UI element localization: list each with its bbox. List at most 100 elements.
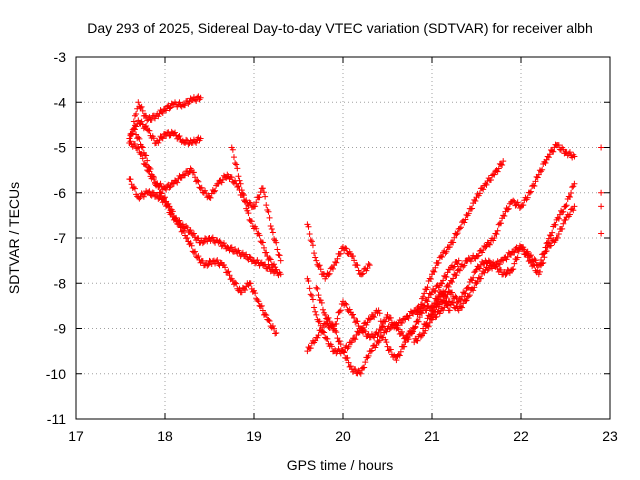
marker (539, 260, 546, 267)
marker (542, 248, 549, 255)
marker (443, 273, 450, 280)
marker (133, 111, 140, 118)
marker (462, 298, 469, 305)
data-point (455, 307, 462, 314)
marker (520, 246, 527, 253)
marker (552, 221, 559, 228)
data-point (437, 253, 444, 260)
marker (146, 127, 153, 134)
marker (511, 249, 518, 256)
marker (502, 271, 509, 278)
marker (208, 260, 215, 267)
marker (160, 195, 167, 202)
marker (450, 300, 457, 307)
marker (342, 300, 349, 307)
marker (421, 290, 428, 297)
marker (490, 237, 497, 244)
marker (350, 253, 357, 260)
marker (273, 239, 280, 246)
data-point (135, 117, 142, 124)
marker (395, 326, 402, 333)
marker (430, 268, 437, 275)
data-point (455, 257, 462, 264)
marker (530, 182, 537, 189)
marker (266, 318, 273, 325)
marker (451, 263, 458, 270)
marker (214, 257, 221, 264)
series-track-a (126, 93, 204, 146)
marker (440, 297, 447, 304)
data-point (273, 330, 280, 337)
marker (185, 141, 192, 148)
marker (472, 268, 479, 275)
marker (396, 352, 403, 359)
data-point (500, 212, 507, 219)
marker (383, 339, 390, 346)
marker (560, 208, 567, 215)
y-tick-label: -6 (54, 185, 67, 201)
marker (317, 297, 324, 304)
marker (315, 292, 322, 299)
marker (365, 352, 372, 359)
marker (242, 198, 249, 205)
y-tick-label: -3 (54, 49, 67, 65)
marker (193, 139, 200, 146)
marker (351, 257, 358, 264)
marker (421, 302, 428, 309)
marker (204, 262, 211, 269)
marker (426, 319, 433, 326)
marker (435, 259, 442, 266)
marker (151, 115, 158, 122)
marker (371, 314, 378, 321)
marker (306, 285, 313, 292)
marker (543, 248, 550, 255)
marker (539, 166, 546, 173)
marker (376, 310, 383, 317)
marker (307, 345, 314, 352)
marker (130, 118, 137, 125)
marker (391, 324, 398, 331)
marker (193, 98, 200, 105)
marker (376, 337, 383, 344)
x-tick-label: 21 (424, 428, 440, 444)
marker (496, 261, 503, 268)
marker (365, 261, 372, 268)
data-point (500, 158, 507, 165)
marker (315, 263, 322, 270)
x-tick-label: 20 (335, 428, 351, 444)
marker (140, 193, 147, 200)
marker (138, 103, 145, 110)
marker (158, 134, 165, 141)
marker (333, 329, 340, 336)
marker (485, 257, 492, 264)
marker (570, 183, 577, 190)
marker (532, 257, 539, 264)
marker (514, 254, 521, 261)
marker (541, 254, 548, 261)
marker (454, 299, 461, 306)
series-track-d (126, 176, 284, 279)
marker (195, 235, 202, 242)
data-point (157, 189, 164, 196)
marker (510, 197, 517, 204)
data-point (571, 153, 578, 160)
marker (453, 294, 460, 301)
marker (228, 174, 235, 181)
series-track-n (429, 203, 578, 318)
marker (256, 232, 263, 239)
marker (312, 308, 319, 315)
marker (450, 264, 457, 271)
marker (485, 240, 492, 247)
marker (316, 318, 323, 325)
marker (465, 210, 472, 217)
marker (308, 292, 315, 299)
marker (139, 107, 146, 114)
marker (247, 254, 254, 261)
marker (475, 252, 482, 259)
data-point (273, 266, 280, 273)
marker (254, 257, 261, 264)
marker (528, 188, 535, 195)
marker (350, 311, 357, 318)
y-tick-label: -5 (54, 140, 67, 156)
